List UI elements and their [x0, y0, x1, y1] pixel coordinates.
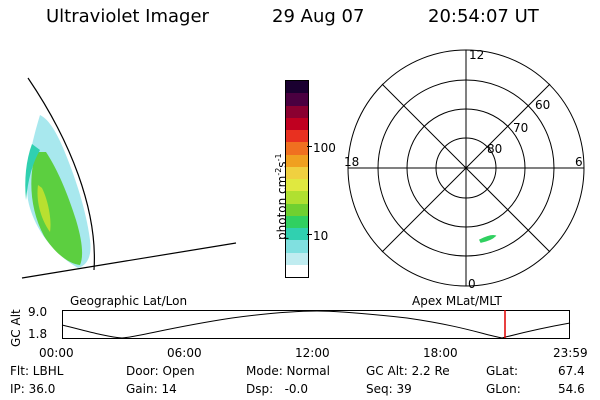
colorbar-swatch	[286, 203, 308, 216]
colorbar-swatch	[286, 240, 308, 253]
polar-label-6: 6	[575, 155, 583, 169]
earth-limb-arc	[27, 77, 95, 271]
colorbar-swatch	[286, 154, 308, 167]
colorbar-swatch	[286, 142, 308, 155]
timeline-xtick-0600: 06:00	[167, 346, 202, 360]
polar-label-12: 12	[469, 48, 484, 62]
polar-aurora-patch	[478, 235, 497, 243]
timeline-frame	[62, 310, 570, 339]
polar-mlat-mlt-plot: 12 18 6 0 60 70 80	[344, 48, 585, 291]
timeline-right-label: Apex MLat/MLT	[412, 294, 502, 308]
colorbar-swatch	[286, 117, 308, 130]
info-gain: Gain: 14	[126, 382, 177, 396]
timeline-xtick-0000: 00:00	[39, 346, 74, 360]
info-glat-label: GLat:	[486, 364, 519, 378]
timeline-axis-title: GC Alt	[9, 309, 23, 347]
info-dsp: Dsp: -0.0	[246, 382, 309, 396]
aurora-emission-edge	[25, 144, 40, 200]
colorbar-tick-mark-10	[307, 234, 312, 235]
date-label: 29 Aug 07	[272, 6, 365, 27]
info-ip: IP: 36.0	[10, 382, 56, 396]
colorbar-swatch	[286, 130, 308, 143]
info-seq: Seq: 39	[366, 382, 412, 396]
aurora-emission-core	[31, 152, 83, 265]
colorbar-swatch	[286, 179, 308, 192]
polar-label-60: 60	[535, 98, 550, 112]
timeline-ytick-9: 9.0	[28, 305, 48, 319]
timeline-xtick-1200: 12:00	[295, 346, 330, 360]
colorbar-swatch	[286, 81, 308, 94]
colorbar-swatch	[286, 93, 308, 106]
geographic-image-panel	[21, 77, 237, 279]
app-title: Ultraviolet Imager	[46, 6, 209, 27]
polar-label-80: 80	[487, 142, 502, 156]
timeline-xtick-2359: 23:59	[553, 346, 588, 360]
colorbar-swatch	[286, 228, 308, 241]
colorbar-swatch	[286, 191, 308, 204]
colorbar-tick-10: 10	[313, 229, 329, 243]
colorbar-swatch	[286, 252, 308, 265]
timeline-xtick-1800: 18:00	[423, 346, 458, 360]
horizon-line	[21, 242, 237, 279]
colorbar-swatch	[286, 264, 308, 277]
info-glon-label: GLon:	[486, 382, 521, 396]
info-door: Door: Open	[126, 364, 195, 378]
colorbar-swatch	[286, 105, 308, 118]
unit-text: photon cm	[275, 175, 289, 240]
info-filter: Flt: LBHL	[10, 364, 64, 378]
polar-label-0: 0	[468, 277, 476, 291]
timeline-left-label: Geographic Lat/Lon	[70, 294, 188, 308]
colorbar-unit-label: photon cm-2s-1	[274, 153, 289, 240]
polar-label-70: 70	[513, 121, 528, 135]
altitude-timeline-plot	[61, 310, 571, 339]
colorbar-swatch	[286, 166, 308, 179]
info-mode: Mode: Normal	[246, 364, 330, 378]
info-gc-alt: GC Alt: 2.2 Re	[366, 364, 450, 378]
altitude-curve	[61, 310, 571, 339]
colorbar-tick-mark-100	[307, 146, 312, 147]
colorbar-tick-100: 100	[313, 141, 336, 155]
colorbar	[285, 80, 309, 278]
unit-exp1: -2	[274, 167, 283, 176]
info-glon-value: 54.6	[558, 382, 585, 396]
timeline-ytick-1.8: 1.8	[28, 327, 48, 341]
polar-label-18: 18	[344, 155, 359, 169]
unit-s: s	[275, 161, 289, 168]
polar-diagonal-2	[381, 83, 551, 253]
colorbar-swatch	[286, 215, 308, 228]
info-glat-value: 67.4	[558, 364, 585, 378]
unit-exp2: -1	[274, 153, 283, 162]
time-label: 20:54:07 UT	[428, 6, 539, 27]
aurora-emission-hot	[37, 185, 51, 232]
